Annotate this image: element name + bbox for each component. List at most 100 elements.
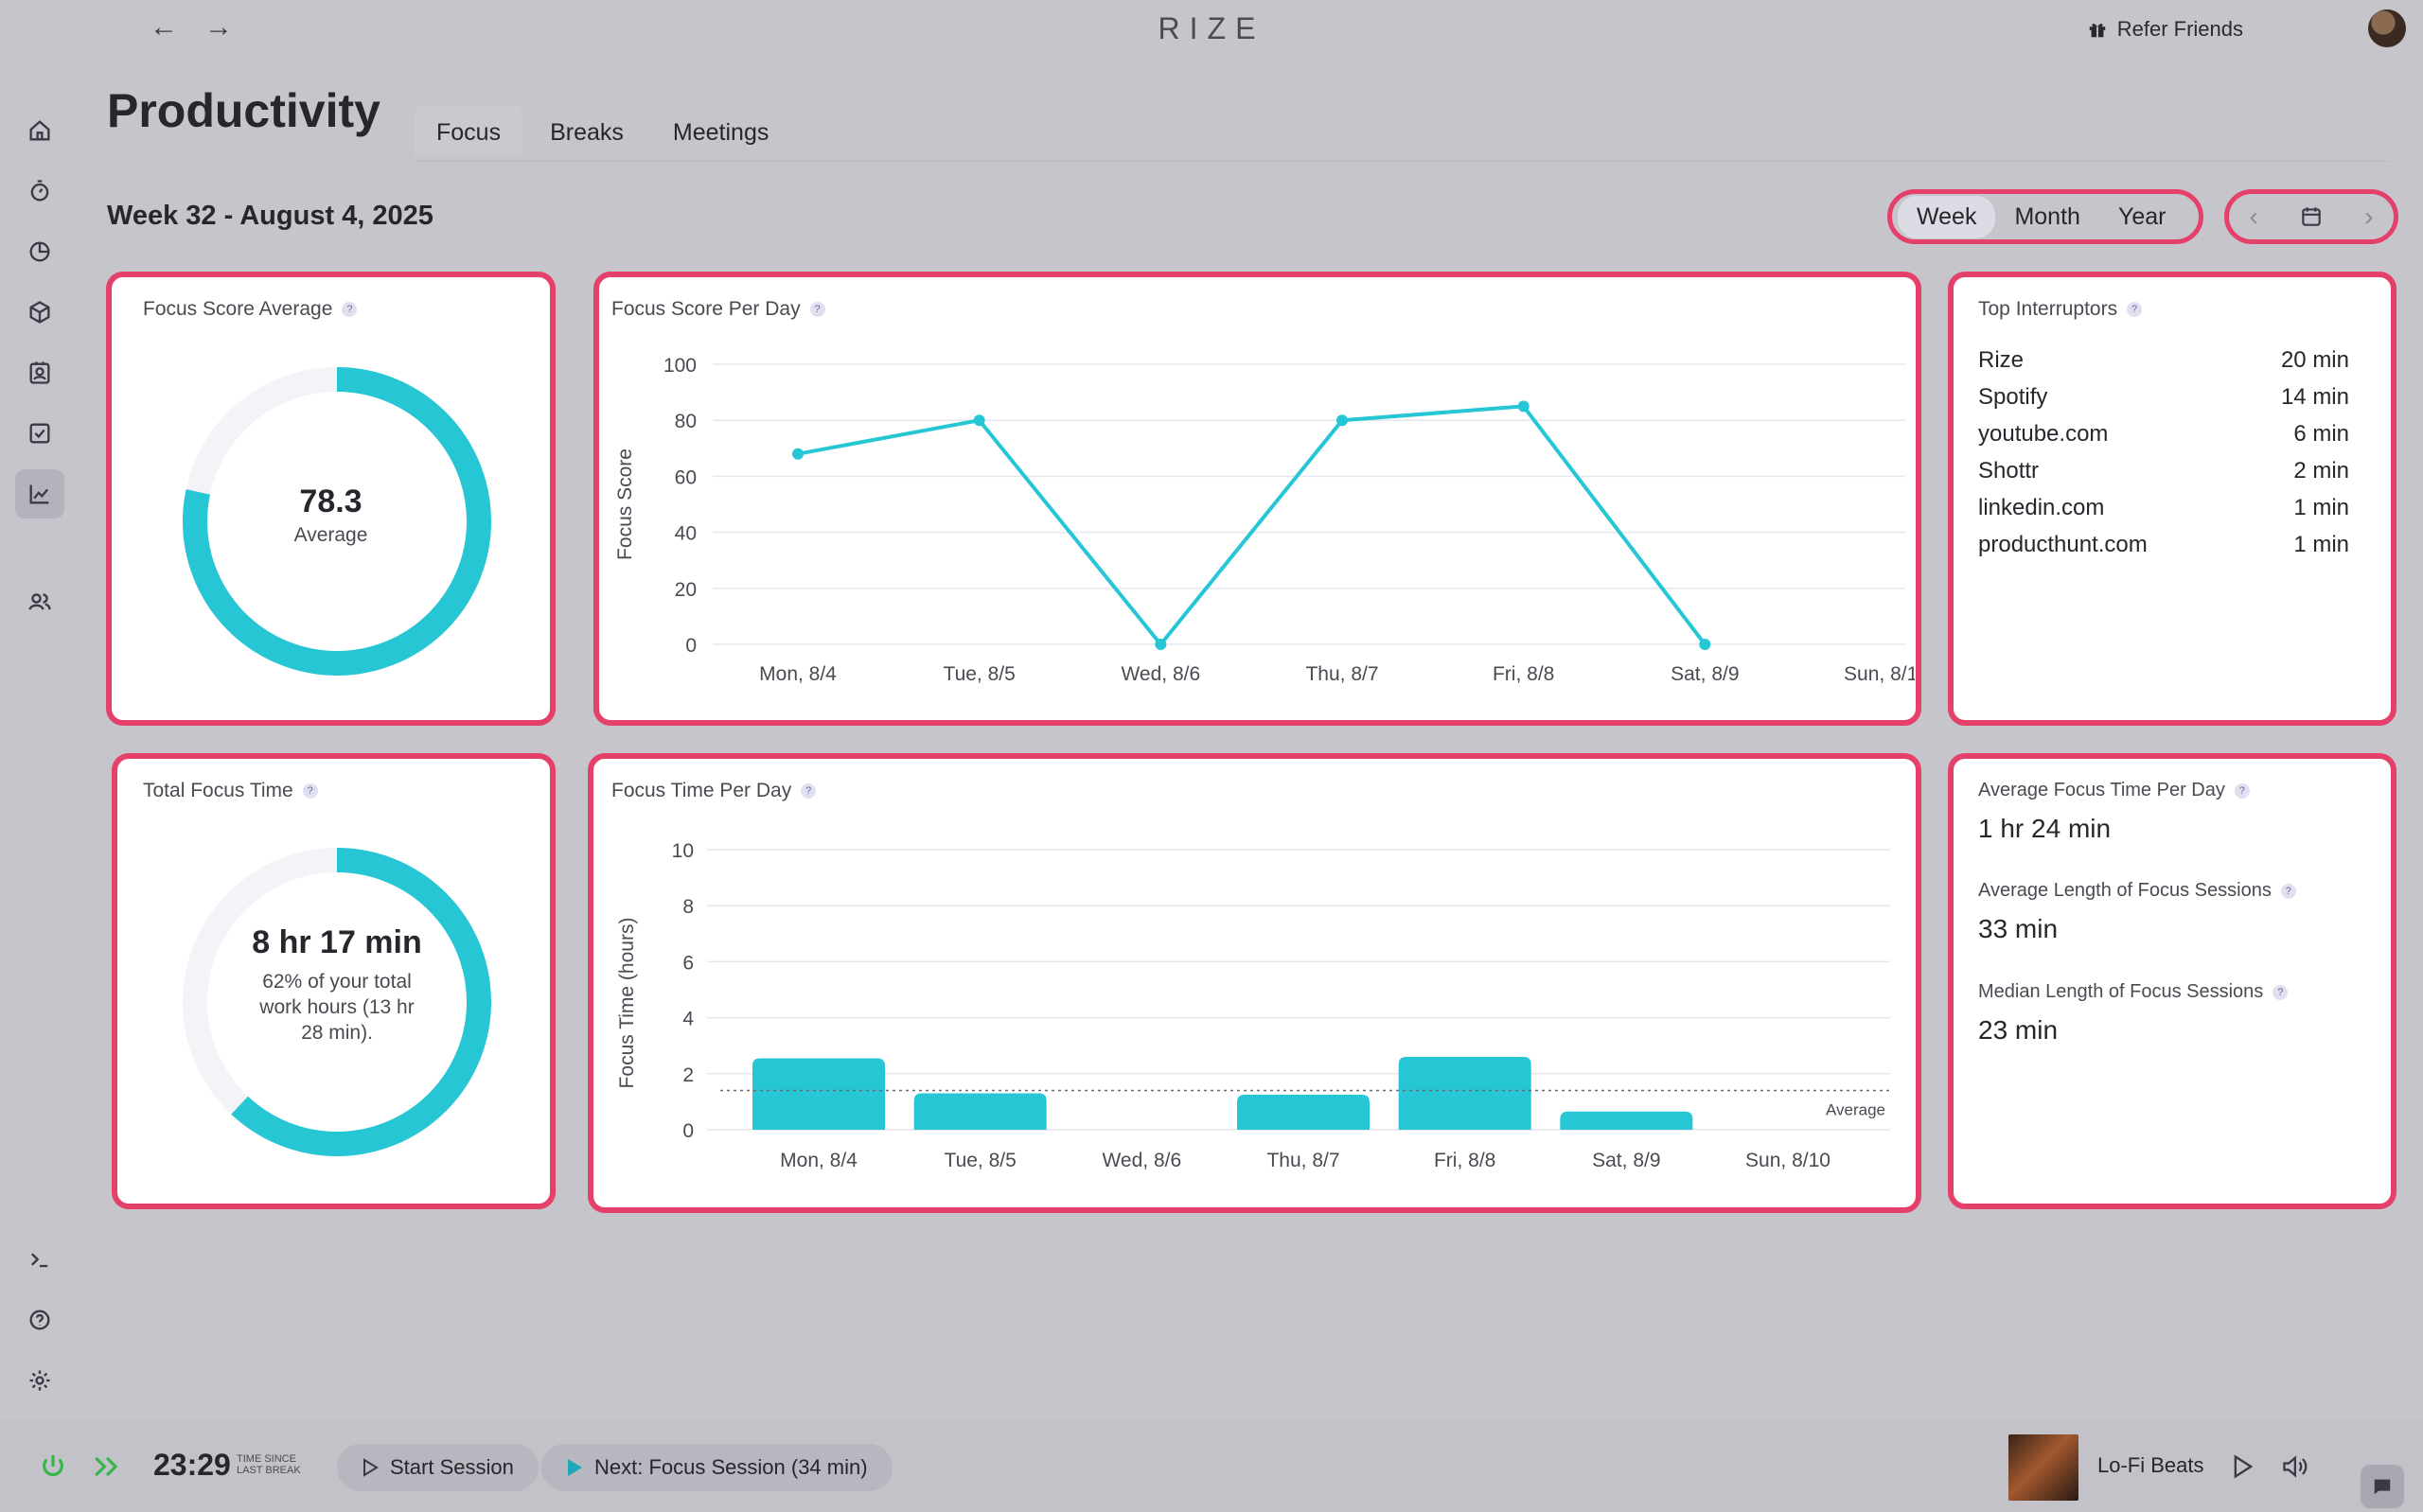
data-point: [973, 414, 985, 427]
help-tooltip-icon[interactable]: ?: [2234, 782, 2250, 799]
help-tooltip-icon[interactable]: ?: [2273, 984, 2289, 1000]
sidebar-item-reports[interactable]: [15, 227, 64, 276]
sidebar-item-help[interactable]: [15, 1295, 64, 1345]
data-point: [1517, 400, 1530, 413]
help-tooltip-icon[interactable]: ?: [302, 783, 318, 799]
sidebar-item-productivity[interactable]: [15, 469, 64, 519]
start-session-button[interactable]: Start Session: [337, 1444, 539, 1491]
total-focus-time-card: Total Focus Time ? 8 hr 17 min 62% of yo…: [112, 753, 556, 1209]
chat-button[interactable]: [2361, 1465, 2404, 1508]
power-icon[interactable]: [38, 1451, 68, 1482]
interruptor-time: 14 min: [2280, 384, 2349, 410]
play-icon[interactable]: [2232, 1453, 2255, 1480]
bar: [1237, 1095, 1370, 1130]
track-name: Lo-Fi Beats: [2097, 1453, 2204, 1477]
interruptor-row[interactable]: linkedin.com 1 min: [1978, 495, 2349, 521]
home-icon: [29, 120, 50, 141]
help-icon: [29, 1310, 50, 1330]
bar: [752, 1058, 885, 1130]
forward-arrow-icon[interactable]: →: [204, 11, 233, 43]
refer-friends-label: Refer Friends: [2116, 17, 2243, 41]
play-outline-icon: [363, 1458, 379, 1477]
interruptor-name: Spotify: [1978, 384, 2048, 410]
card-title: Total Focus Time: [143, 780, 293, 801]
album-art[interactable]: [2008, 1434, 2078, 1501]
interruptor-name: producthunt.com: [1978, 532, 2148, 557]
sidebar-item-projects[interactable]: [15, 288, 64, 337]
median-session-label-row: Median Length of Focus Sessions ?: [1978, 981, 2289, 1003]
x-tick-label: Tue, 8/5: [945, 1150, 1017, 1171]
y-tick-label: 40: [675, 523, 697, 545]
tab-meetings[interactable]: Meetings: [672, 119, 769, 146]
sidebar-item-settings[interactable]: [15, 1356, 64, 1405]
chat-icon: [2374, 1479, 2391, 1495]
x-tick-label: Sat, 8/9: [1671, 663, 1739, 685]
sidebar-item-terminal[interactable]: [15, 1235, 64, 1284]
volume-icon[interactable]: [2281, 1453, 2311, 1480]
card-title: Focus Score Average: [143, 298, 333, 320]
calendar-icon[interactable]: [2299, 204, 2324, 229]
chevron-left-icon[interactable]: ‹: [2249, 202, 2258, 231]
interruptor-time: 1 min: [2293, 532, 2349, 557]
focus-score-average-card: Focus Score Average ? 78.3 Average: [106, 272, 556, 726]
y-axis-label: Focus Score: [614, 448, 636, 560]
interruptor-row[interactable]: Rize 20 min: [1978, 347, 2349, 374]
donut-center: 8 hr 17 min 62% of your total work hours…: [197, 925, 477, 1046]
help-tooltip-icon[interactable]: ?: [2127, 302, 2143, 317]
average-label: Average: [1826, 1101, 1885, 1119]
range-year-button[interactable]: Year: [2117, 202, 2167, 230]
x-tick-label: Thu, 8/7: [1266, 1150, 1339, 1171]
focus-score-per-day-card: Focus Score Per Day ? 0 20 40 60 80 100 Mon, 8…: [593, 272, 1921, 726]
range-week-button[interactable]: Week: [1898, 195, 1996, 238]
help-tooltip-icon[interactable]: ?: [342, 302, 358, 317]
focus-score-donut: [183, 367, 491, 676]
sidebar-item-timer[interactable]: [15, 167, 64, 216]
interruptor-time: 2 min: [2293, 458, 2349, 483]
data-point: [1336, 414, 1348, 427]
help-tooltip-icon[interactable]: ?: [801, 783, 817, 799]
data-point: [792, 448, 804, 460]
sidebar-item-tasks[interactable]: [15, 409, 64, 458]
timer-caption-line: LAST BREAK: [237, 1465, 301, 1476]
sidebar-item-team[interactable]: [15, 577, 64, 626]
avg-per-day-value: 1 hr 24 min: [1978, 814, 2112, 843]
interruptor-row[interactable]: Spotify 14 min: [1978, 384, 2349, 411]
help-tooltip-icon[interactable]: ?: [809, 302, 825, 317]
back-arrow-icon[interactable]: ←: [150, 11, 178, 43]
y-axis-label: Focus Time (hours): [616, 918, 638, 1089]
total-focus-donut-arc: [183, 848, 491, 1156]
chevron-right-icon[interactable]: ›: [2364, 202, 2374, 231]
interruptor-name: Rize: [1978, 347, 2025, 373]
bar: [1398, 1057, 1531, 1130]
total-focus-donut: [183, 848, 491, 1156]
focus-score-value: 78.3: [299, 483, 363, 519]
card-title: Top Interruptors: [1978, 298, 2118, 320]
help-tooltip-icon[interactable]: ?: [2280, 883, 2296, 899]
sidebar-item-home[interactable]: [15, 106, 64, 155]
tab-focus[interactable]: Focus: [415, 106, 523, 156]
fast-forward-icon[interactable]: [91, 1451, 123, 1482]
x-tick-label: Fri, 8/8: [1434, 1150, 1495, 1171]
x-tick-label: Thu, 8/7: [1305, 663, 1378, 685]
range-month-button[interactable]: Month: [2014, 202, 2080, 230]
sidebar-item-clients[interactable]: [15, 348, 64, 397]
interruptor-row[interactable]: Shottr 2 min: [1978, 458, 2349, 484]
interruptor-name: Shottr: [1978, 458, 2040, 483]
avg-session-value: 33 min: [1978, 914, 2059, 943]
median-session-value: 23 min: [1978, 1015, 2059, 1045]
focus-score-sub: Average: [293, 524, 368, 546]
interruptor-row[interactable]: producthunt.com 1 min: [1978, 532, 2349, 558]
x-tick-label: Sun, 8/10: [1745, 1150, 1831, 1171]
tab-divider: [415, 161, 2389, 162]
tab-breaks[interactable]: Breaks: [550, 119, 624, 146]
cube-icon: [29, 301, 50, 324]
focus-score-line-chart: 0 20 40 60 80 100 Mon, 8/4 Tue, 8/5 Wed, 8/6 Thu,…: [614, 355, 1915, 685]
avatar[interactable]: [2368, 9, 2406, 47]
contact-icon: [29, 361, 50, 384]
avg-session-label: Average Length of Focus Sessions: [1978, 880, 2272, 901]
line-chart-icon: [29, 484, 49, 504]
data-point: [1155, 639, 1167, 650]
next-session-button[interactable]: Next: Focus Session (34 min): [541, 1444, 893, 1491]
refer-friends-button[interactable]: Refer Friends: [2087, 17, 2243, 42]
interruptor-row[interactable]: youtube.com 6 min: [1978, 421, 2349, 448]
